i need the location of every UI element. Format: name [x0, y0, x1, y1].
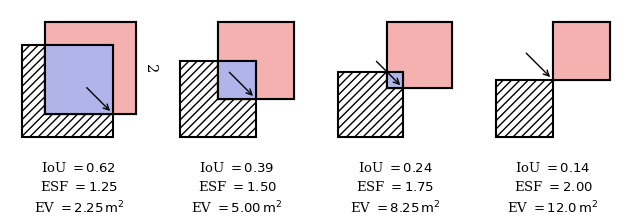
- Bar: [387, 72, 403, 88]
- Bar: [387, 72, 403, 88]
- Bar: [179, 61, 256, 137]
- Bar: [218, 61, 256, 99]
- Text: IoU $= 0.24$: IoU $= 0.24$: [358, 161, 432, 175]
- Bar: [21, 45, 114, 137]
- Bar: [387, 22, 453, 88]
- Bar: [218, 22, 295, 99]
- Text: 2: 2: [143, 64, 157, 73]
- Bar: [44, 45, 114, 114]
- Text: EV $= 2.25\,\mathrm{m}^2$: EV $= 2.25\,\mathrm{m}^2$: [33, 200, 125, 216]
- Bar: [387, 22, 453, 88]
- Bar: [553, 22, 611, 80]
- Bar: [44, 45, 114, 114]
- Text: ESF $= 1.25$: ESF $= 1.25$: [40, 180, 118, 194]
- Bar: [553, 22, 611, 80]
- Text: EV $= 8.25\,\mathrm{m}^2$: EV $= 8.25\,\mathrm{m}^2$: [349, 200, 441, 216]
- Bar: [218, 61, 256, 99]
- Text: ESF $= 1.50$: ESF $= 1.50$: [198, 180, 276, 194]
- Bar: [337, 72, 403, 137]
- Bar: [44, 22, 137, 114]
- Bar: [218, 61, 256, 99]
- Bar: [44, 45, 114, 114]
- Text: ESF $= 2.00$: ESF $= 2.00$: [514, 180, 592, 194]
- Text: EV $= 12.0\,\mathrm{m}^2$: EV $= 12.0\,\mathrm{m}^2$: [507, 200, 599, 216]
- Bar: [495, 80, 553, 137]
- Text: ESF $= 1.75$: ESF $= 1.75$: [356, 180, 434, 194]
- Text: IoU $= 0.39$: IoU $= 0.39$: [199, 161, 275, 175]
- Text: EV $= 5.00\,\mathrm{m}^2$: EV $= 5.00\,\mathrm{m}^2$: [191, 200, 283, 216]
- Text: 2: 2: [63, 25, 72, 38]
- Bar: [218, 61, 256, 99]
- Bar: [387, 72, 403, 88]
- Bar: [218, 22, 295, 99]
- Bar: [44, 22, 137, 114]
- Bar: [44, 45, 114, 114]
- Text: IoU $= 0.62$: IoU $= 0.62$: [42, 161, 116, 175]
- Text: IoU $= 0.14$: IoU $= 0.14$: [515, 161, 591, 175]
- Bar: [387, 72, 403, 88]
